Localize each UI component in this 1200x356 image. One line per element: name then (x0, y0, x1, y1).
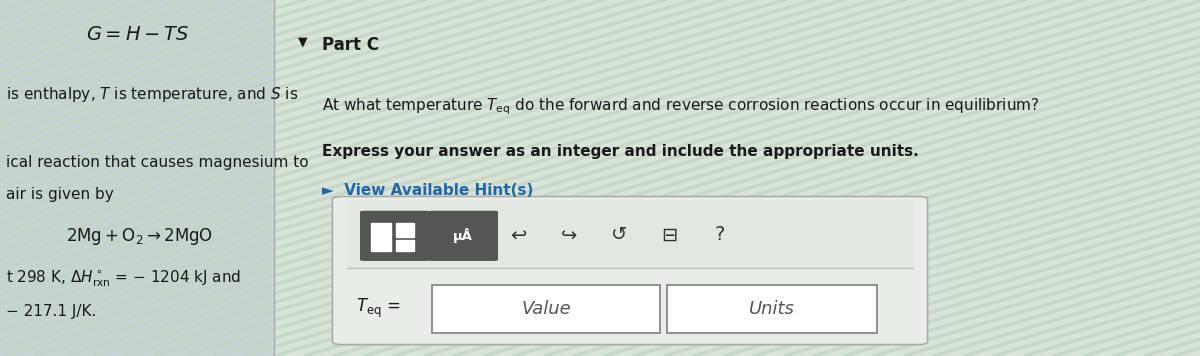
FancyBboxPatch shape (360, 211, 430, 261)
Text: Units: Units (749, 300, 796, 318)
Text: ?: ? (715, 225, 725, 245)
Text: $T_\mathrm{eq}$ =: $T_\mathrm{eq}$ = (356, 297, 401, 320)
Bar (371, 222, 391, 251)
Text: $2\mathrm{Mg}+\mathrm{O_2}{\rightarrow}2\mathrm{MgO}$: $2\mathrm{Mg}+\mathrm{O_2}{\rightarrow}2… (66, 226, 214, 247)
Bar (347, 201, 913, 268)
Text: t 298 K, $\Delta H^\circ_\mathrm{rxn}$ = − 1204 kJ and: t 298 K, $\Delta H^\circ_\mathrm{rxn}$ =… (6, 269, 241, 289)
Text: Value: Value (521, 300, 571, 318)
Text: ►  View Available Hint(s): ► View Available Hint(s) (322, 183, 533, 198)
Text: air is given by: air is given by (6, 187, 114, 202)
Text: ↪: ↪ (560, 225, 577, 245)
Text: ↩: ↩ (510, 225, 527, 245)
Text: At what temperature $T_\mathrm{eq}$ do the forward and reverse corrosion reactio: At what temperature $T_\mathrm{eq}$ do t… (322, 96, 1039, 117)
Text: ↺: ↺ (611, 225, 628, 245)
Text: ⊟: ⊟ (661, 225, 678, 245)
Bar (396, 240, 414, 251)
FancyBboxPatch shape (428, 211, 498, 261)
Bar (432, 285, 660, 333)
Text: μÅ: μÅ (454, 228, 473, 244)
Text: − 217.1 J/K.: − 217.1 J/K. (6, 304, 96, 319)
Bar (274, 0, 1200, 356)
Text: is enthalpy, $T$ is temperature, and $S$ is: is enthalpy, $T$ is temperature, and $S$… (6, 85, 299, 104)
Bar (0, 0, 274, 356)
Text: Part C: Part C (322, 36, 379, 54)
Text: Express your answer as an integer and include the appropriate units.: Express your answer as an integer and in… (322, 144, 918, 159)
Bar (396, 222, 414, 237)
Text: ▼: ▼ (298, 36, 307, 49)
Bar (667, 285, 877, 333)
Text: $G = H - TS$: $G = H - TS$ (86, 25, 190, 44)
Text: ical reaction that causes magnesium to: ical reaction that causes magnesium to (6, 155, 308, 170)
FancyBboxPatch shape (332, 197, 928, 345)
